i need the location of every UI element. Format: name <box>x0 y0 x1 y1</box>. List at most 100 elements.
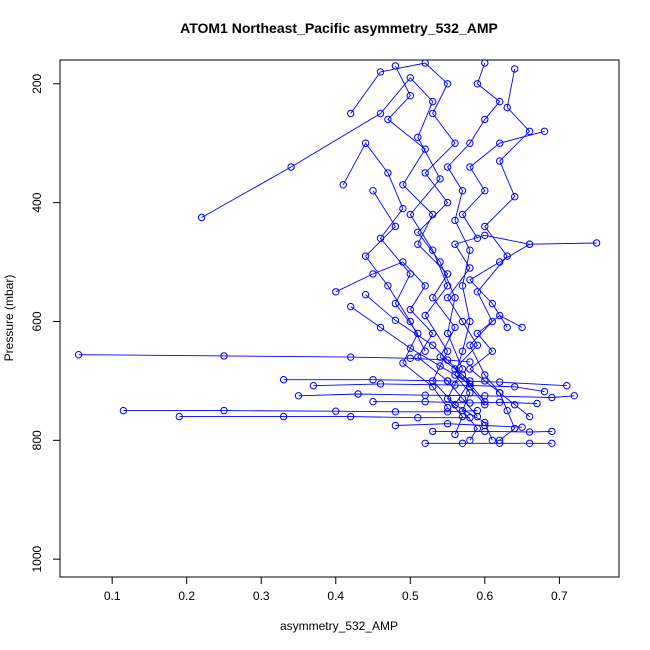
data-point <box>451 294 459 302</box>
data-point <box>406 92 414 100</box>
data-point <box>74 351 83 359</box>
data-point <box>443 80 452 88</box>
series-22 <box>458 127 549 243</box>
data-point <box>354 390 362 398</box>
series-3 <box>466 65 534 444</box>
data-point <box>540 127 549 136</box>
data-point <box>533 399 541 408</box>
data-point <box>294 392 303 400</box>
data-point <box>525 439 534 447</box>
series-line <box>469 314 530 417</box>
series-15 <box>119 406 482 416</box>
series-line <box>469 243 530 328</box>
data-point <box>421 439 429 447</box>
data-point <box>503 323 511 332</box>
y-axis: 200 400 600 800 1000 <box>30 73 61 573</box>
data-point <box>481 231 489 240</box>
data-point <box>391 408 400 416</box>
x-tick-label: 0.6 <box>476 589 493 603</box>
data-point <box>466 365 474 373</box>
data-point <box>429 294 437 302</box>
data-point <box>451 381 459 389</box>
data-point <box>384 169 392 177</box>
data-point <box>399 204 407 213</box>
data-point <box>548 393 556 402</box>
data-point <box>570 392 578 400</box>
data-point <box>548 439 556 447</box>
y-tick-label: 200 <box>30 73 44 93</box>
data-point <box>518 323 526 332</box>
series-21 <box>347 302 474 388</box>
data-point <box>406 317 414 326</box>
data-point <box>496 157 504 165</box>
data-point <box>443 377 452 385</box>
data-point <box>563 382 571 390</box>
data-point <box>429 341 437 349</box>
x-tick-label: 0.4 <box>327 589 344 603</box>
data-point <box>496 97 504 106</box>
data-point <box>540 387 549 396</box>
data-point <box>406 74 414 82</box>
data-point <box>525 428 534 436</box>
data-point <box>369 376 377 384</box>
series-line <box>373 401 538 404</box>
data-point <box>406 210 414 219</box>
data-point <box>369 270 377 278</box>
data-point <box>332 407 340 415</box>
data-point <box>496 139 504 147</box>
data-point <box>406 354 414 362</box>
data-point <box>466 341 474 349</box>
data-point <box>399 359 407 367</box>
data-point <box>414 133 422 142</box>
data-point <box>376 380 385 388</box>
data-point <box>414 240 422 248</box>
x-tick-label: 0.3 <box>253 589 270 603</box>
series-line <box>461 130 545 239</box>
series-line <box>313 383 545 393</box>
data-point <box>376 323 385 332</box>
y-tick-label: 400 <box>30 192 44 212</box>
data-point <box>197 213 206 222</box>
data-point <box>443 294 452 302</box>
data-point <box>347 109 355 118</box>
series-line <box>283 379 567 387</box>
data-point <box>496 398 504 406</box>
data-point <box>220 406 228 415</box>
data-point <box>279 412 288 421</box>
data-point <box>525 412 534 421</box>
data-point <box>503 103 511 112</box>
data-point <box>429 97 437 106</box>
data-point <box>458 317 467 326</box>
data-point <box>369 187 377 195</box>
data-point <box>347 302 355 311</box>
data-point <box>466 276 474 284</box>
data-point <box>525 240 534 248</box>
data-point <box>466 380 474 388</box>
data-point <box>391 421 400 430</box>
data-point <box>119 406 128 415</box>
data-point <box>339 181 347 189</box>
data-point <box>548 427 556 436</box>
data-point <box>473 406 482 415</box>
data-point <box>421 311 429 320</box>
data-point <box>443 420 452 428</box>
data-point <box>376 109 385 118</box>
data-point <box>421 282 429 290</box>
data-point <box>287 163 295 171</box>
data-point <box>466 264 474 272</box>
data-point <box>451 365 459 373</box>
x-tick-label: 0.5 <box>402 589 419 603</box>
data-point <box>481 187 489 195</box>
data-point <box>443 163 452 171</box>
y-tick-label: 800 <box>30 430 44 450</box>
data-point <box>518 423 526 431</box>
data-point <box>391 316 400 324</box>
data-point <box>429 246 437 254</box>
series-line <box>179 416 470 419</box>
data-point <box>406 344 414 352</box>
data-point <box>414 353 422 361</box>
data-point <box>376 68 385 76</box>
data-point <box>473 341 482 349</box>
series-12 <box>309 380 549 396</box>
data-point <box>511 65 519 73</box>
